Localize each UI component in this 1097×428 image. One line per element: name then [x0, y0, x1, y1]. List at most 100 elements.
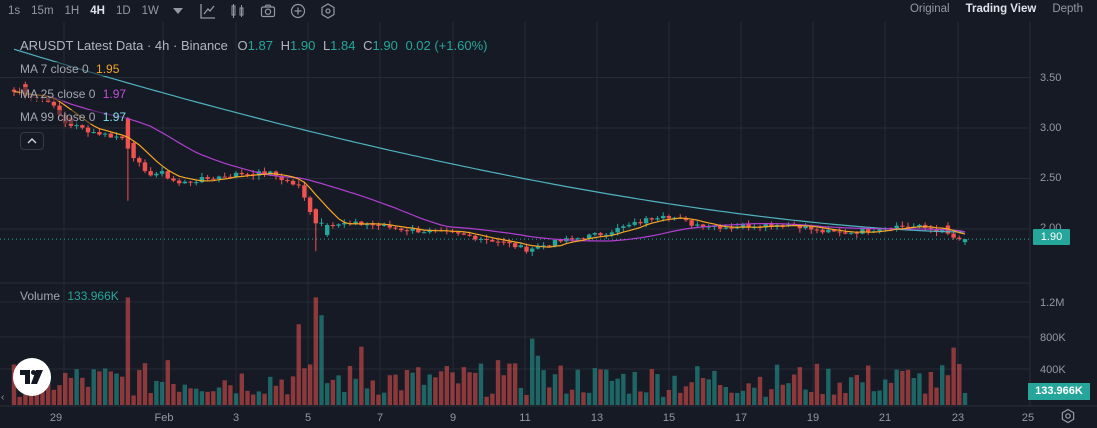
volume-bar: [97, 371, 102, 405]
time-axis-label: 19: [807, 412, 819, 424]
volume-bar: [763, 396, 768, 405]
tab-trading-view[interactable]: Trading View: [965, 3, 1037, 15]
candle-body: [421, 232, 427, 234]
volume-bar: [285, 394, 290, 405]
timeframe-15m[interactable]: 15m: [31, 5, 54, 17]
time-axis-label: 29: [50, 412, 62, 424]
volume-bar: [410, 372, 415, 405]
chart-legend-title: ARUSDT Latest Data · 4h · Binance O1.87 …: [20, 38, 488, 53]
volume-bar: [678, 392, 683, 405]
add-icon[interactable]: [290, 3, 306, 19]
volume-bar: [416, 367, 421, 405]
volume-bar: [313, 297, 319, 405]
volume-bar: [843, 393, 848, 405]
candle-body: [256, 171, 262, 176]
volume-bar: [114, 373, 119, 405]
volume-bar: [336, 375, 341, 405]
candle-body: [399, 228, 404, 231]
volume-bar: [757, 376, 763, 405]
candle-body: [51, 101, 57, 106]
exchange-label: Binance: [180, 38, 228, 53]
candle-body: [239, 172, 244, 175]
timeframe-1d[interactable]: 1D: [115, 5, 131, 17]
candle-body: [854, 232, 860, 234]
volume-bar: [148, 393, 153, 405]
volume-bar: [302, 368, 307, 405]
candle-body: [643, 218, 649, 224]
low-value: 1.84: [330, 38, 356, 53]
line-tool-icon[interactable]: [200, 3, 216, 19]
current-price-badge: 1.90: [1033, 229, 1070, 245]
volume-bar: [387, 375, 393, 405]
close-label: C: [363, 38, 373, 53]
volume-bar: [211, 391, 216, 405]
collapse-legend-button[interactable]: [20, 132, 44, 150]
tradingview-logo[interactable]: [13, 358, 51, 396]
candle-body: [490, 239, 495, 242]
ma25-legend[interactable]: MA 25 close 0 1.97: [20, 87, 127, 101]
ma99-legend[interactable]: MA 99 close 0 1.97: [20, 110, 127, 124]
volume-bar: [592, 368, 598, 405]
volume-bar: [569, 389, 575, 405]
timeframe-1h[interactable]: 1H: [64, 5, 80, 17]
candle-body: [416, 228, 421, 233]
volume-bar: [746, 383, 751, 405]
candle-body: [91, 132, 96, 134]
volume-bar: [108, 371, 114, 405]
volume-bar: [102, 368, 108, 405]
scroll-left-icon[interactable]: ‹: [1, 392, 5, 403]
volume-bar: [535, 355, 541, 405]
candle-body: [934, 229, 939, 232]
volume-bar: [228, 385, 233, 405]
chart-settings-button[interactable]: [1057, 406, 1079, 426]
volume-bar: [273, 385, 279, 405]
candle-body: [80, 125, 85, 128]
chevron-down-icon[interactable]: [170, 3, 186, 19]
volume-label: Volume: [20, 289, 61, 303]
high-label: H: [280, 38, 290, 53]
volume-bar: [85, 386, 91, 405]
ma7-legend[interactable]: MA 7 close 0 1.95: [20, 62, 120, 76]
volume-bar: [467, 372, 472, 405]
candle-body: [222, 176, 227, 178]
settings-hex-icon[interactable]: [320, 3, 336, 19]
volume-bar: [695, 366, 700, 405]
tab-original[interactable]: Original: [909, 3, 950, 15]
candle-body: [518, 245, 524, 248]
timeframe-1s[interactable]: 1s: [8, 5, 21, 17]
candle-body: [547, 245, 552, 247]
candle-body: [512, 243, 518, 248]
candle-body: [467, 234, 472, 236]
candle-body: [211, 178, 216, 180]
volume-bar: [951, 347, 956, 405]
volume-bar: [564, 393, 569, 405]
ma99-value: 1.97: [102, 110, 127, 124]
tab-depth[interactable]: Depth: [1052, 3, 1083, 15]
volume-bar: [672, 375, 677, 405]
top-toolbar: 1s 15m 1H 4H 1D 1W Original Trading View…: [0, 0, 1097, 22]
indicators-icon[interactable]: [230, 3, 246, 19]
timeframe-4h[interactable]: 4H: [90, 5, 105, 17]
volume-bar: [205, 391, 210, 405]
candle-body: [541, 245, 546, 247]
candle-body: [831, 229, 837, 232]
volume-axis-label: 800K: [1040, 332, 1066, 344]
timeframe-1w[interactable]: 1W: [141, 5, 159, 17]
volume-bar: [68, 377, 74, 405]
volume-bar: [888, 382, 894, 405]
candle-body: [820, 229, 825, 233]
candle-body: [364, 224, 370, 226]
volume-bar: [632, 371, 637, 405]
candle-body: [102, 133, 108, 135]
candle-body: [108, 133, 114, 138]
volume-bar: [717, 384, 723, 405]
camera-icon[interactable]: [260, 3, 276, 19]
volume-bar: [507, 363, 512, 405]
candle-body: [865, 229, 871, 233]
candle-body: [296, 184, 301, 186]
candle-body: [626, 224, 632, 227]
volume-bar: [729, 392, 734, 405]
ma99-line: [13, 48, 965, 233]
candle-body: [125, 118, 131, 149]
